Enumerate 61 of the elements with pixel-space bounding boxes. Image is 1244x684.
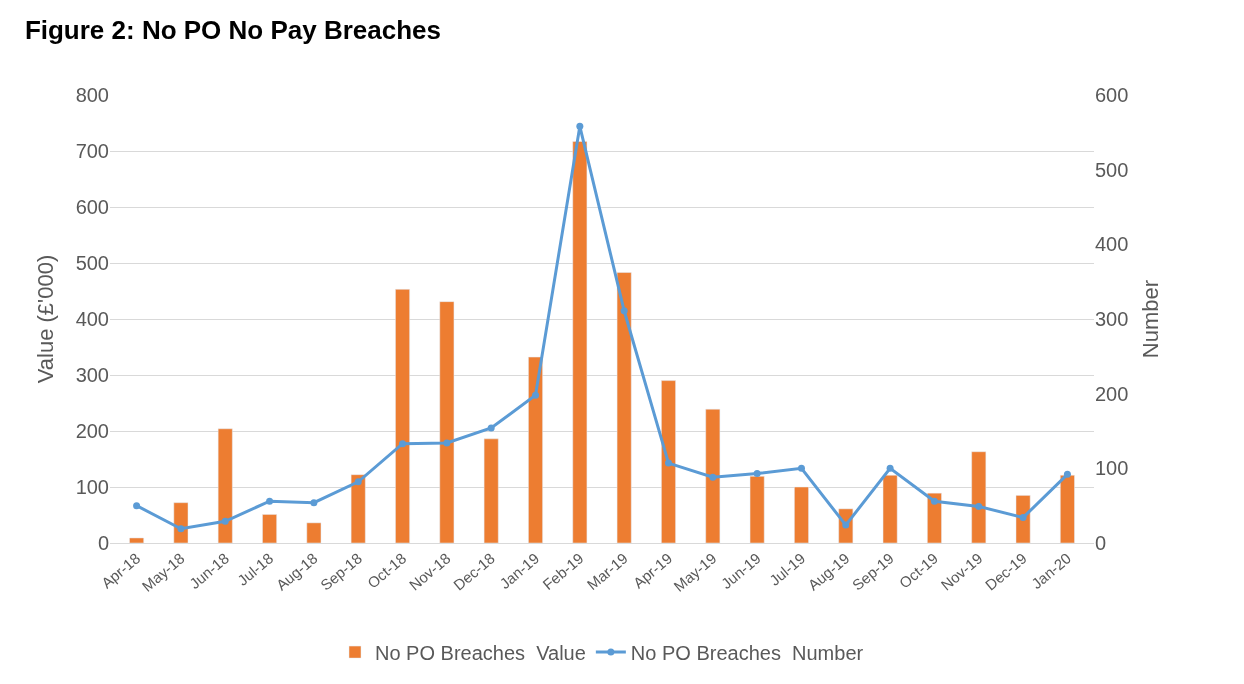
y-tick-label: 400 bbox=[75, 308, 109, 330]
point bbox=[975, 502, 983, 510]
point bbox=[709, 473, 717, 481]
point bbox=[930, 497, 938, 505]
bar bbox=[395, 289, 410, 543]
y-tick-label: 300 bbox=[75, 364, 109, 386]
y-axis-title: Value (£'000) bbox=[33, 254, 59, 384]
point bbox=[310, 499, 318, 507]
point bbox=[266, 497, 274, 505]
y-tick-label: 800 bbox=[75, 84, 109, 106]
bar bbox=[572, 141, 588, 543]
point bbox=[399, 440, 407, 448]
point bbox=[532, 391, 540, 399]
bar bbox=[1060, 474, 1075, 543]
y-tick-label: 500 bbox=[75, 252, 109, 274]
bar bbox=[616, 272, 632, 543]
y-tick-label: 200 bbox=[75, 420, 109, 442]
y2-tick-label: 400 bbox=[1095, 233, 1129, 256]
y2-tick-label: 100 bbox=[1095, 457, 1129, 480]
point bbox=[576, 122, 584, 130]
y2-tick-label: 300 bbox=[1095, 308, 1129, 330]
bar bbox=[882, 474, 898, 543]
y2-tick-label: 200 bbox=[1095, 382, 1129, 405]
y-tick-label: 0 bbox=[97, 532, 109, 554]
legend-label: No PO Breaches Number bbox=[630, 641, 864, 664]
bar bbox=[749, 476, 765, 543]
bar bbox=[661, 380, 676, 543]
point bbox=[443, 439, 451, 447]
point bbox=[354, 478, 362, 486]
bar bbox=[705, 408, 721, 543]
point bbox=[886, 464, 894, 472]
y-tick-label: 700 bbox=[75, 140, 109, 162]
chart-title: Figure 2: No PO No Pay Breaches bbox=[24, 14, 442, 45]
point bbox=[842, 521, 850, 529]
point bbox=[753, 470, 761, 478]
point bbox=[1063, 470, 1071, 478]
bar bbox=[350, 474, 366, 543]
point bbox=[487, 424, 495, 432]
bar bbox=[129, 537, 144, 543]
bar bbox=[439, 301, 455, 543]
point bbox=[133, 502, 141, 510]
bar bbox=[794, 486, 809, 543]
legend-label: No PO Breaches Value bbox=[375, 641, 586, 664]
bar bbox=[971, 451, 987, 543]
y2-axis-title: Number bbox=[1138, 279, 1164, 359]
point bbox=[1019, 514, 1027, 522]
bar bbox=[262, 514, 277, 543]
y2-tick-label: 500 bbox=[1095, 158, 1129, 181]
point bbox=[620, 307, 628, 315]
bar bbox=[528, 356, 543, 543]
point bbox=[664, 459, 672, 467]
y2-tick-label: 600 bbox=[1095, 84, 1129, 106]
y-tick-label: 100 bbox=[75, 476, 109, 498]
bar bbox=[483, 438, 499, 543]
bar bbox=[217, 428, 233, 543]
point bbox=[797, 464, 805, 472]
y-tick-label: 600 bbox=[75, 196, 109, 218]
point bbox=[177, 525, 185, 533]
y2-tick-label: 0 bbox=[1095, 532, 1107, 554]
bar bbox=[306, 522, 322, 543]
point bbox=[221, 517, 229, 525]
